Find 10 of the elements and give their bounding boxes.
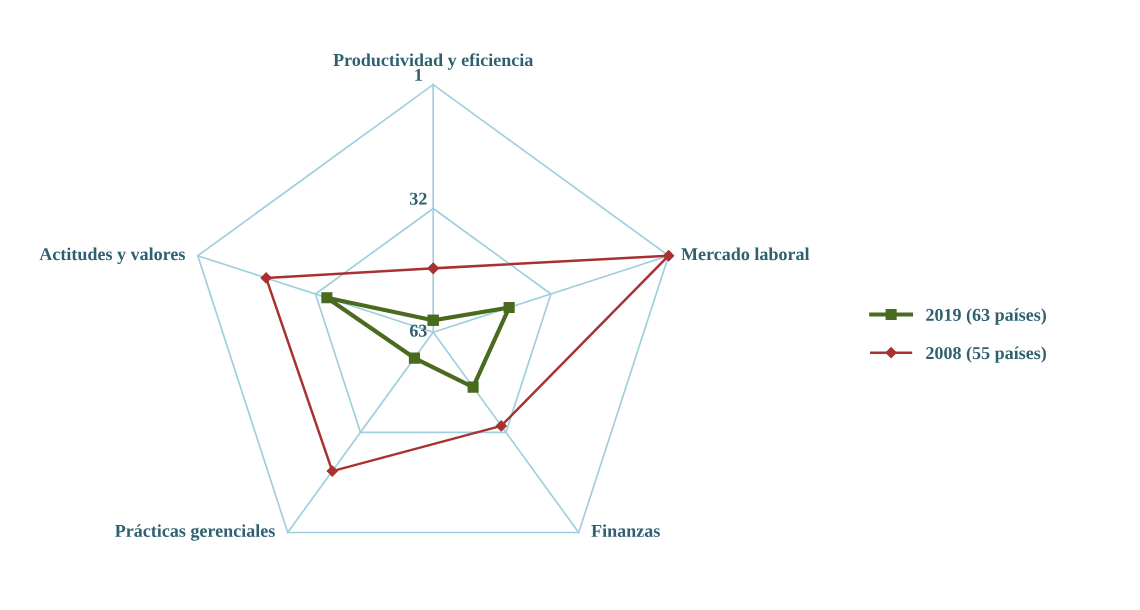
y-tick-label: 32	[410, 192, 427, 205]
spoke-label: Actitudes y valores	[39, 247, 185, 264]
spoke-label: Prácticas gerenciales	[115, 524, 275, 541]
legend-label: 2019 (63 países)	[926, 308, 1046, 325]
y-tick-label: 1	[415, 68, 422, 81]
legend-label: 2008 (55 países)	[926, 346, 1046, 363]
y-tick-label: 63	[409, 324, 427, 337]
spoke-label: Productividad y eficiencia	[333, 53, 534, 70]
spoke-label: Finanzas	[591, 524, 660, 538]
spoke-label: Mercado laboral	[681, 247, 810, 261]
